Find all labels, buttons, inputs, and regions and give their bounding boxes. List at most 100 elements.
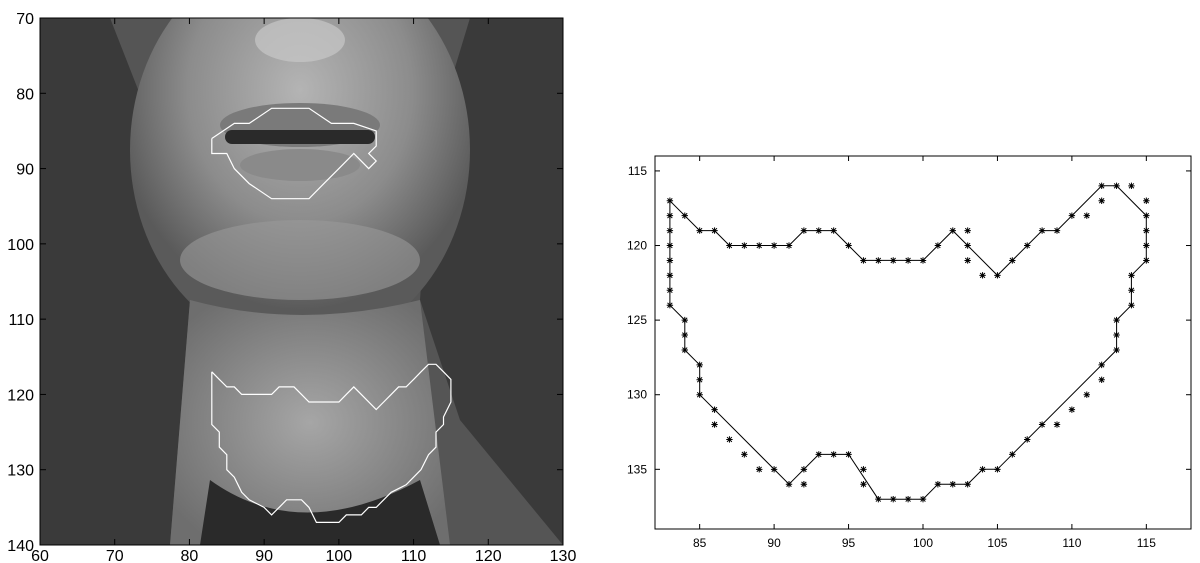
scatter-point bbox=[681, 331, 688, 339]
scatter-point bbox=[904, 257, 912, 264]
scatter-point bbox=[860, 481, 867, 488]
x-tick-label: 85 bbox=[693, 536, 707, 550]
y-tick-label: 140 bbox=[7, 538, 34, 555]
x-tick-label: 120 bbox=[475, 548, 502, 563]
scatter-point bbox=[994, 466, 1001, 473]
scatter-point bbox=[711, 227, 718, 234]
scatter-point bbox=[860, 257, 867, 264]
x-tick-label: 115 bbox=[1137, 536, 1156, 550]
scatter-point bbox=[1098, 361, 1105, 369]
scatter-point bbox=[711, 406, 718, 413]
scatter-point bbox=[1024, 242, 1031, 249]
scatter-point bbox=[1038, 227, 1046, 234]
scatter-point bbox=[830, 227, 837, 234]
scatter-point bbox=[1068, 212, 1076, 219]
scatter-point bbox=[711, 421, 718, 428]
scatter-point bbox=[1098, 376, 1105, 383]
scatter-point bbox=[1053, 421, 1061, 428]
scatter-point bbox=[681, 316, 688, 324]
scatter-point bbox=[1128, 302, 1135, 309]
scatter-point bbox=[964, 481, 971, 488]
scatter-point bbox=[756, 242, 763, 249]
scatter-point bbox=[1113, 316, 1120, 324]
scatter-axes-frame bbox=[654, 155, 1192, 530]
scatter-point bbox=[666, 242, 674, 249]
x-tick-label: 110 bbox=[1062, 536, 1081, 550]
scatter-point bbox=[964, 257, 971, 264]
x-tick-label: 95 bbox=[842, 536, 856, 550]
scatter-point bbox=[1083, 212, 1090, 219]
scatter-point bbox=[1068, 406, 1076, 413]
scatter-point bbox=[666, 212, 674, 219]
scatter-point bbox=[666, 272, 674, 279]
y-tick-label: 120 bbox=[7, 387, 34, 404]
scatter-point bbox=[875, 257, 882, 264]
scatter-point bbox=[1009, 451, 1016, 458]
scatter-point bbox=[1113, 331, 1120, 339]
y-tick-label: 115 bbox=[628, 164, 647, 178]
x-tick-label: 110 bbox=[401, 548, 427, 563]
image-axes: 60 70 80 90 100 110 120 130 70 80 90 100 110 120 130 14… bbox=[7, 11, 577, 563]
scatter-point bbox=[696, 376, 703, 383]
scatter-point bbox=[919, 495, 927, 503]
scatter-point bbox=[681, 212, 688, 219]
scatter-point bbox=[949, 481, 956, 488]
mouth-contour bbox=[211, 107, 378, 200]
scatter-point bbox=[1128, 272, 1135, 279]
x-tick-label: 90 bbox=[255, 548, 273, 563]
scatter-point bbox=[1128, 182, 1135, 190]
scatter-point bbox=[994, 272, 1001, 279]
scatter-point bbox=[1098, 182, 1105, 190]
image-axes-frame bbox=[39, 17, 564, 546]
scatter-point bbox=[741, 451, 748, 458]
scatter-point bbox=[1143, 257, 1150, 264]
x-tick-label: 100 bbox=[913, 536, 933, 550]
scatter-point bbox=[815, 451, 822, 458]
scatter-point bbox=[696, 361, 703, 369]
scatter-point bbox=[666, 197, 674, 204]
scatter-point bbox=[1098, 197, 1105, 204]
scatter-point bbox=[919, 257, 927, 264]
scatter-point bbox=[666, 257, 674, 264]
scatter-point bbox=[890, 257, 897, 264]
scatter-point bbox=[815, 227, 822, 234]
scatter-point bbox=[845, 451, 852, 458]
y-tick-label: 110 bbox=[8, 312, 34, 329]
scatter-point bbox=[770, 242, 778, 249]
x-tick-label: 60 bbox=[31, 548, 49, 563]
scatter-point bbox=[800, 466, 808, 473]
scatter-point bbox=[726, 436, 733, 443]
y-tick-label: 130 bbox=[7, 463, 34, 480]
y-tick-label: 80 bbox=[16, 86, 34, 103]
y-tick-label: 125 bbox=[627, 313, 647, 327]
x-tick-label: 80 bbox=[181, 548, 199, 563]
scatter-point bbox=[666, 302, 674, 309]
scatter-point bbox=[785, 242, 793, 249]
x-tick-label: 130 bbox=[550, 548, 577, 563]
scatter-point bbox=[800, 481, 808, 488]
y-tick-label: 90 bbox=[16, 162, 34, 179]
scatter-point bbox=[800, 227, 808, 234]
x-tick-label: 90 bbox=[767, 536, 781, 550]
scatter-point bbox=[1024, 436, 1031, 443]
scatter-point bbox=[964, 227, 971, 234]
scatter-point bbox=[845, 242, 852, 249]
scatter-point bbox=[666, 227, 674, 234]
scatter-point bbox=[1143, 197, 1150, 204]
scatter-point bbox=[934, 242, 942, 249]
scatter-point bbox=[756, 466, 763, 473]
scatter-point bbox=[979, 272, 986, 279]
scatter-point bbox=[979, 466, 986, 473]
scatter-point bbox=[1143, 242, 1150, 249]
y-tick-label: 120 bbox=[627, 239, 647, 253]
y-tick-label: 70 bbox=[16, 11, 34, 28]
x-tick-label: 100 bbox=[326, 548, 353, 563]
y-tick-label: 135 bbox=[627, 462, 647, 476]
scatter-point bbox=[1083, 391, 1090, 398]
scatter-point bbox=[1143, 212, 1150, 219]
scatter-point bbox=[741, 242, 748, 249]
scatter-point bbox=[830, 451, 837, 458]
scatter-point bbox=[666, 287, 674, 294]
x-tick-label: 105 bbox=[987, 536, 1007, 550]
